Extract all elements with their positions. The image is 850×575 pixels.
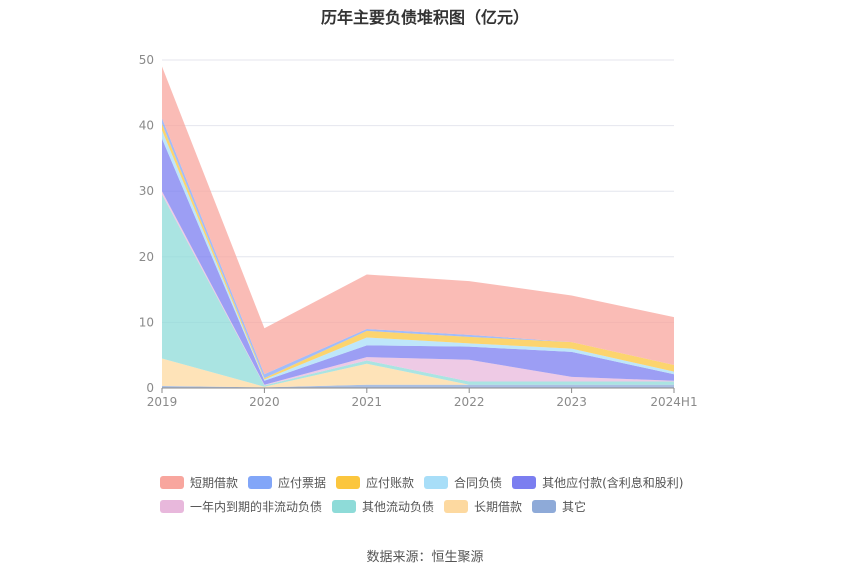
x-tick-label: 2024H1: [650, 395, 697, 409]
area-其它: [162, 384, 674, 388]
legend-item[interactable]: 其他应付款(含利息和股利): [512, 474, 683, 491]
x-tick-label: 2022: [454, 395, 485, 409]
legend-swatch: [248, 475, 273, 489]
legend-swatch: [336, 475, 361, 489]
legend-swatch: [160, 475, 184, 489]
legend-item[interactable]: 其它: [532, 498, 586, 515]
y-tick-label: 40: [139, 119, 154, 133]
x-tick-label: 2019: [147, 395, 178, 409]
legend-label: 一年内到期的非流动负债: [190, 499, 323, 514]
y-tick-label: 50: [139, 53, 154, 67]
legend-item[interactable]: 其他流动负债: [332, 498, 434, 515]
area-长期借款: [162, 358, 674, 388]
legend: 短期借款 应付票据 应付账款 合同负债 其他应付款(含利息和股利) 一年内到期的非流动负…: [160, 470, 720, 518]
legend-label: 短期借款: [190, 475, 239, 490]
legend-label: 应付账款: [366, 475, 415, 490]
area-series: [162, 66, 674, 388]
y-tick-label: 0: [146, 381, 154, 395]
area-其他流动负债: [162, 194, 674, 387]
axes: 0 10 20 30 40 50 2019 2020 2021 2022 2023 2024H1: [139, 53, 698, 409]
chart-title: 历年主要负债堆积图（亿元）: [320, 8, 529, 27]
legend-item[interactable]: 合同负债: [424, 474, 502, 491]
y-tick-label: 30: [139, 184, 154, 198]
legend-item[interactable]: 长期借款: [444, 498, 522, 515]
legend-swatch: [332, 499, 357, 513]
legend-swatch: [444, 499, 469, 513]
x-tick-label: 2021: [352, 395, 383, 409]
x-tick-label: 2020: [249, 395, 280, 409]
legend-row-2: 一年内到期的非流动负债 其他流动负债 长期借款 其它: [160, 494, 720, 518]
x-tick-label: 2023: [556, 395, 587, 409]
legend-item[interactable]: 短期借款: [160, 474, 238, 491]
legend-label: 应付票据: [278, 475, 327, 490]
legend-swatch: [512, 475, 537, 489]
legend-swatch: [424, 475, 449, 489]
legend-label: 合同负债: [454, 475, 503, 490]
y-tick-label: 10: [139, 315, 154, 329]
legend-item[interactable]: 应付票据: [248, 474, 326, 491]
legend-item[interactable]: 一年内到期的非流动负债: [160, 498, 322, 515]
area-短期借款: [162, 66, 674, 375]
legend-label: 其他流动负债: [362, 499, 435, 514]
legend-row-1: 短期借款 应付票据 应付账款 合同负债 其他应付款(含利息和股利): [160, 470, 720, 494]
legend-item[interactable]: 应付账款: [336, 474, 414, 491]
legend-swatch: [160, 499, 184, 513]
legend-label: 其他应付款(含利息和股利): [542, 475, 684, 490]
y-tick-label: 20: [139, 250, 154, 264]
legend-label: 长期借款: [474, 499, 523, 514]
legend-swatch: [532, 499, 557, 513]
data-source-note: 数据来源：恒生聚源: [366, 550, 484, 565]
legend-label: 其它: [562, 499, 587, 514]
area-应付账款: [162, 123, 674, 380]
